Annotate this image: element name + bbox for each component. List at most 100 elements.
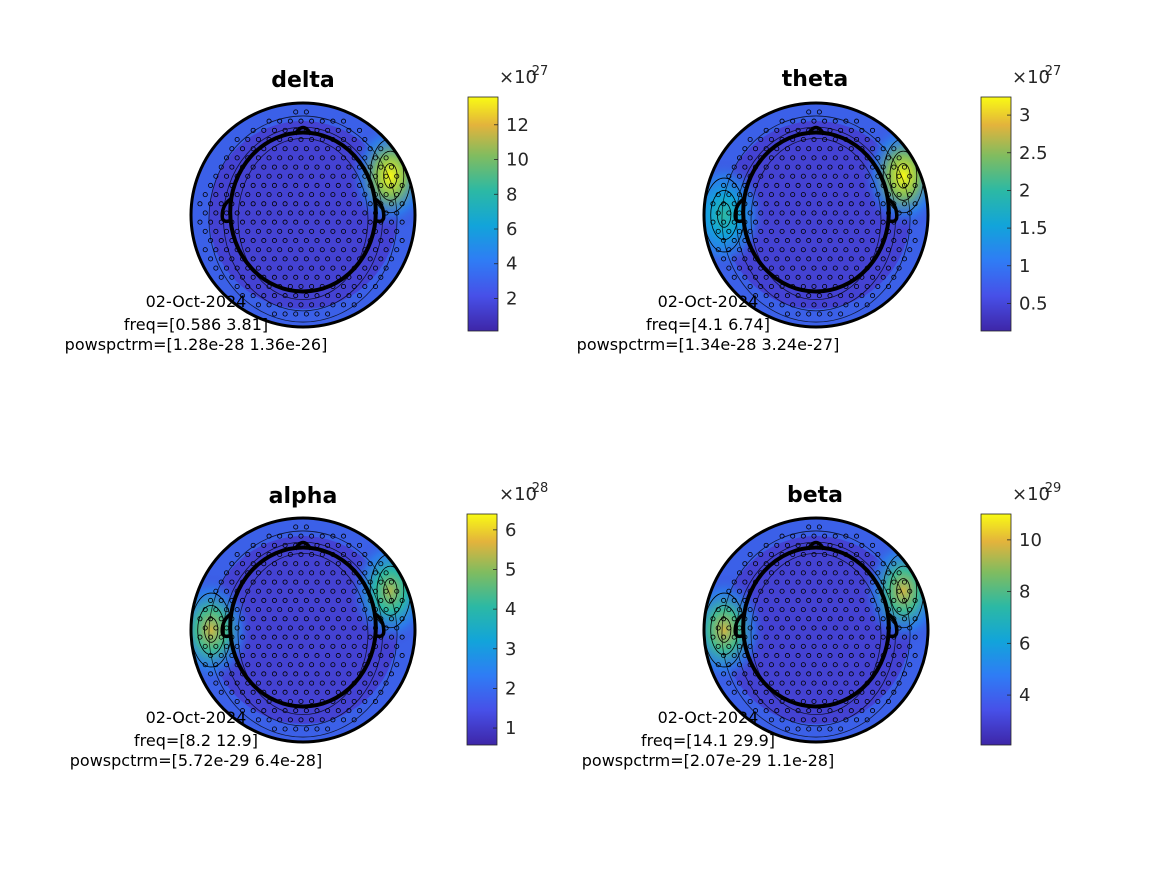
electrode-marker (811, 570, 817, 576)
electrode-marker (784, 542, 790, 548)
electrode-marker (287, 533, 293, 539)
freq-note: freq=[0.586 3.81] (124, 315, 268, 334)
electrode-marker (325, 726, 331, 732)
electrode-marker (245, 173, 251, 179)
electrode-marker (795, 671, 801, 677)
electrode-marker (309, 607, 315, 613)
electrode-marker (250, 164, 256, 170)
electrode-marker (737, 173, 743, 179)
electrode-marker (271, 653, 277, 659)
electrode-marker (399, 634, 405, 640)
electrode-marker (277, 717, 283, 723)
electrode-marker (250, 146, 256, 152)
electrode-marker (240, 219, 246, 225)
electrode-marker (864, 210, 870, 216)
electrode-marker (827, 708, 833, 714)
electrode-marker (277, 662, 283, 668)
electrode-marker (854, 533, 860, 539)
electrode-marker (341, 570, 347, 576)
electrode-marker (838, 219, 844, 225)
electrode-marker (287, 607, 293, 613)
electrode-marker (880, 274, 886, 280)
electrode-marker (282, 274, 288, 280)
electrode-marker (800, 118, 806, 124)
electrode-marker (197, 634, 203, 640)
electrode-marker (768, 552, 774, 558)
electrode-marker (335, 256, 341, 262)
electrode-marker (790, 717, 796, 723)
electrode-marker (891, 182, 897, 188)
electrode-marker (351, 210, 357, 216)
electrode-marker (891, 238, 897, 244)
electrode-marker (314, 164, 320, 170)
electrode-marker (816, 274, 822, 280)
electrode-marker (346, 293, 352, 299)
electrode-marker (388, 256, 394, 262)
contour-line (197, 604, 226, 656)
electrode-marker (790, 625, 796, 631)
electrode-marker (218, 689, 224, 695)
electrode-marker (314, 293, 320, 299)
electrode-marker (885, 173, 891, 179)
electrode-marker (774, 671, 780, 677)
contour-line (710, 604, 738, 656)
electrode-marker (790, 155, 796, 161)
electrode-marker (896, 155, 902, 161)
electrode-marker (298, 265, 304, 271)
electrode-marker (341, 118, 347, 124)
electrode-marker (202, 210, 208, 216)
electrode-marker (907, 643, 913, 649)
electrode-marker (325, 293, 331, 299)
electrode-marker (816, 293, 822, 299)
electrode-marker (859, 653, 865, 659)
electrode-marker (832, 588, 838, 594)
electrode-marker (758, 643, 764, 649)
electrode-marker (383, 247, 389, 253)
electrode-marker (261, 238, 267, 244)
electrode-marker (213, 265, 219, 271)
electrode-marker (298, 228, 304, 234)
electrode-marker (747, 210, 753, 216)
electrode-marker (870, 561, 876, 567)
electrode-marker (388, 653, 394, 659)
electrode-marker (795, 256, 801, 262)
electrode-marker (811, 588, 817, 594)
electrode-marker (309, 302, 315, 308)
electrode-marker (325, 561, 331, 567)
electrode-marker (795, 293, 801, 299)
electrode-marker (880, 219, 886, 225)
electrode-marker (838, 146, 844, 152)
electrode-marker (896, 247, 902, 253)
electrode-marker (234, 283, 240, 289)
electrode-marker (261, 219, 267, 225)
electrode-marker (912, 653, 918, 659)
electrode-marker (351, 173, 357, 179)
colorbar-tick-label: 2 (1019, 180, 1030, 201)
electrode-marker (277, 228, 283, 234)
electrode-marker (255, 643, 261, 649)
electrode-marker (742, 689, 748, 695)
electrode-marker (325, 182, 331, 188)
electrode-marker (827, 653, 833, 659)
electrode-marker (907, 607, 913, 613)
electrode-marker (779, 607, 785, 613)
electrode-marker (806, 164, 812, 170)
electrode-marker (737, 265, 743, 271)
electrode-marker (832, 137, 838, 143)
electrode-marker (287, 210, 293, 216)
electrode-marker (234, 192, 240, 198)
right-ear (372, 611, 386, 639)
electrode-marker (870, 201, 876, 207)
electrode-marker (758, 228, 764, 234)
electrode-marker (779, 570, 785, 576)
electrode-marker (758, 625, 764, 631)
electrode-marker (715, 643, 721, 649)
electrode-marker (325, 256, 331, 262)
electrode-marker (271, 634, 277, 640)
electrode-marker (298, 247, 304, 253)
scalp-map (189, 101, 417, 329)
electrode-marker (843, 118, 849, 124)
electrode-marker (271, 182, 277, 188)
electrode-marker (800, 173, 806, 179)
